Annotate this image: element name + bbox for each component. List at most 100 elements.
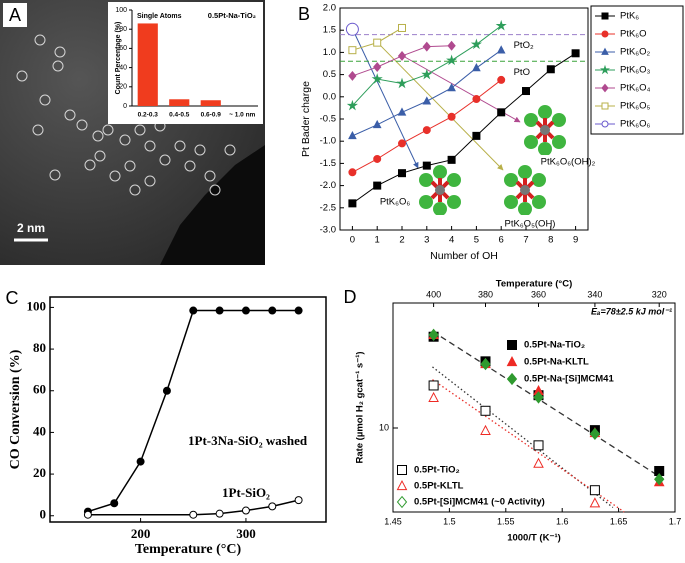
y-tick-label: 40 xyxy=(33,423,46,438)
marker xyxy=(480,357,491,371)
marker xyxy=(294,306,303,315)
marker xyxy=(447,40,456,51)
x-tick-label: 200 xyxy=(131,526,151,541)
y-tick-label: -1.0 xyxy=(320,136,336,147)
legend-marker xyxy=(507,340,517,350)
x2-tick-label: 320 xyxy=(652,289,667,299)
marker xyxy=(398,139,406,148)
panel-label: C xyxy=(6,288,19,308)
annotation: Single Atoms xyxy=(137,13,182,20)
y-tick-label: 0 xyxy=(40,507,47,522)
y-axis-label: Count Percentage (%) xyxy=(115,22,122,95)
fit-line xyxy=(432,330,665,480)
x-tick-label: 3 xyxy=(424,235,429,246)
marker xyxy=(480,405,491,416)
marker xyxy=(268,306,277,315)
x2-axis-label: Temperature (°C) xyxy=(496,279,572,290)
legend-marker xyxy=(396,495,408,509)
legend-label: 0.5Pt-[Si]MCM41 (~0 Activity) xyxy=(414,497,545,508)
y-tick-label: -1.5 xyxy=(320,158,336,169)
marker xyxy=(397,50,407,61)
marker xyxy=(422,161,431,170)
legend-marker xyxy=(601,47,609,55)
marker xyxy=(480,424,491,435)
marker xyxy=(215,306,224,315)
x-tick-label: 0.4-0.5 xyxy=(169,112,190,119)
y-tick-label: 80 xyxy=(33,340,46,355)
marker xyxy=(571,49,580,58)
marker xyxy=(472,63,481,72)
legend-marker xyxy=(601,102,609,110)
y-tick-label: -2.5 xyxy=(320,202,336,213)
marker xyxy=(110,499,119,508)
y-tick-label: 2.0 xyxy=(323,3,336,14)
annotation: PtK₆O₅(OH) xyxy=(505,219,556,230)
marker xyxy=(396,77,408,89)
y-tick-label: -3.0 xyxy=(320,225,336,236)
x-tick-label: 8 xyxy=(548,235,553,246)
marker xyxy=(533,440,544,451)
reference-label: PtO xyxy=(514,67,530,78)
marker xyxy=(589,497,601,508)
x-tick-label: 1.6 xyxy=(556,516,569,526)
marker xyxy=(215,509,224,518)
marker xyxy=(373,181,382,190)
y-axis-label: Rate (µmol H₂ gcat⁻¹ s⁻¹) xyxy=(355,351,366,463)
marker xyxy=(373,62,382,73)
marker xyxy=(348,70,357,81)
x-tick-label: 2 xyxy=(399,235,404,246)
marker xyxy=(189,510,198,519)
marker xyxy=(294,496,303,505)
bar xyxy=(169,99,190,106)
x-tick-label: 0.6-0.9 xyxy=(201,112,222,119)
x-tick-label: 0 xyxy=(350,235,355,246)
y-tick-label: 60 xyxy=(119,45,127,52)
marker xyxy=(654,473,665,486)
x-axis-label: Number of OH xyxy=(430,250,498,262)
marker xyxy=(496,45,506,54)
marker xyxy=(373,154,382,163)
annotation: Eₐ=78±2.5 kJ mol⁻¹ xyxy=(591,306,672,316)
marker xyxy=(428,391,439,402)
legend-label: 0.5Pt-TiO₂ xyxy=(414,465,460,476)
x-axis-label: 1000/T (K⁻¹) xyxy=(507,533,561,544)
marker xyxy=(397,107,407,116)
fit-line xyxy=(432,379,625,513)
legend-label: PtK₆ xyxy=(620,11,639,22)
x2-tick-label: 380 xyxy=(478,289,493,299)
y-tick-label: 60 xyxy=(33,382,46,397)
x-tick-label: 0.2-0.3 xyxy=(138,112,159,119)
legend-label: 0.5Pt-Na-TiO₂ xyxy=(524,340,585,351)
panel-label: D xyxy=(344,287,357,307)
y-tick-label: 1.0 xyxy=(323,47,336,58)
marker xyxy=(136,457,145,466)
x-tick-label: ~ 1.0 nm xyxy=(229,112,255,119)
marker xyxy=(497,108,506,117)
marker xyxy=(533,391,544,404)
marker xyxy=(348,199,357,208)
bar xyxy=(200,100,221,106)
scale-bar-label: 2 nm xyxy=(17,221,45,235)
structure-sketches xyxy=(352,29,568,215)
marker xyxy=(241,506,250,515)
marker xyxy=(447,155,456,164)
marker xyxy=(373,38,382,47)
legend-marker xyxy=(601,83,609,93)
marker xyxy=(589,427,601,441)
plot-frame xyxy=(49,296,327,523)
y-tick-label: 80 xyxy=(119,26,127,33)
marker xyxy=(422,41,431,52)
marker xyxy=(522,87,530,96)
x-tick-label: 1.45 xyxy=(384,516,402,526)
inset-title: 0.5Pt-Na-TiO₂ xyxy=(208,11,256,20)
marker xyxy=(470,38,482,50)
x-tick-label: 9 xyxy=(573,235,578,246)
x-tick-label: 6 xyxy=(499,235,504,246)
legend-label: 0.5Pt-Na-[Si]MCM41 xyxy=(524,374,614,385)
marker xyxy=(241,306,250,315)
legend-label: 0.5Pt-Na-KLTL xyxy=(524,357,589,368)
y-tick-label: 20 xyxy=(119,84,127,91)
marker xyxy=(372,119,382,129)
legend-marker xyxy=(601,120,609,128)
x2-tick-label: 360 xyxy=(531,289,546,299)
